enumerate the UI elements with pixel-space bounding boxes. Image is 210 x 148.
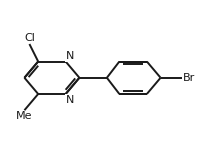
Text: Me: Me: [16, 111, 33, 122]
Text: N: N: [66, 51, 75, 61]
Text: Br: Br: [183, 73, 196, 83]
Text: N: N: [66, 95, 75, 105]
Text: Cl: Cl: [24, 33, 35, 42]
